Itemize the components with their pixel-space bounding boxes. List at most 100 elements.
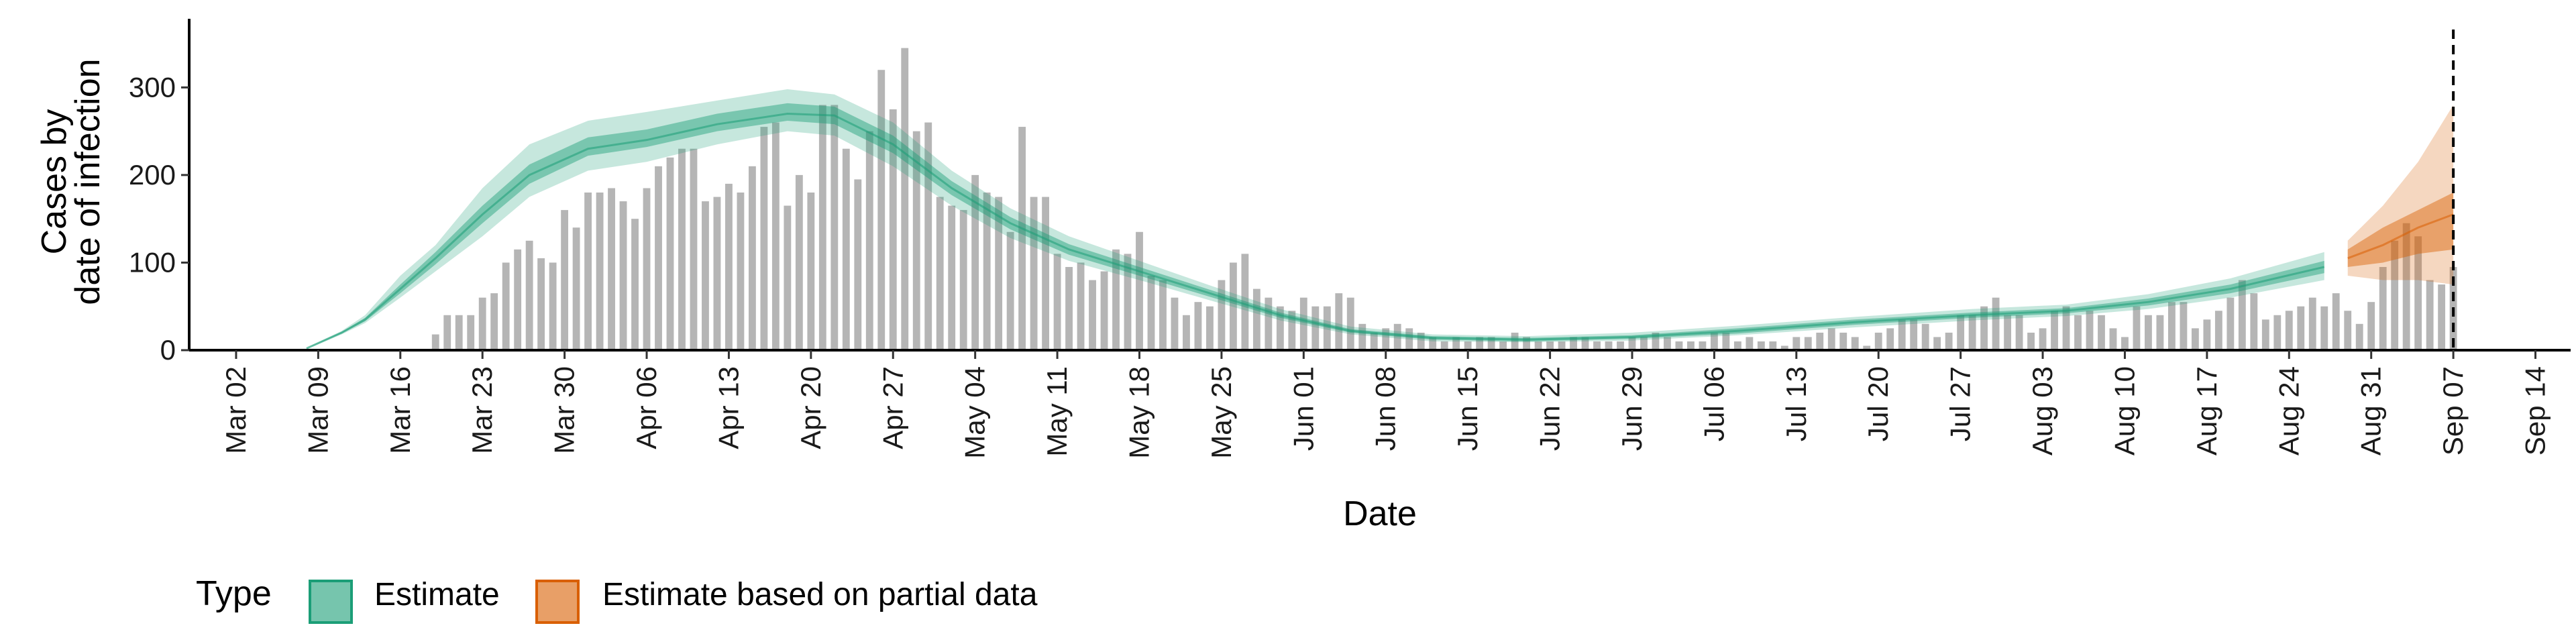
x-tick-label: Mar 23 (466, 366, 498, 454)
case-bar (584, 193, 592, 350)
x-tick-label: Aug 17 (2191, 366, 2222, 455)
estimate-median-line (306, 112, 2325, 350)
case-bar (1675, 341, 1683, 350)
x-tick-label: May 04 (959, 366, 991, 459)
case-bar (1746, 337, 1754, 350)
estimate-ribbons (306, 30, 2455, 350)
case-bar (619, 201, 627, 350)
case-bar (1863, 345, 1871, 350)
case-bar (1980, 306, 1988, 350)
case-bar (2344, 311, 2352, 350)
case-bar (1605, 341, 1613, 350)
case-bar (2426, 280, 2434, 350)
case-bar (655, 166, 662, 350)
case-bar (1570, 337, 1577, 350)
case-bar (2027, 332, 2035, 350)
y-tick-label: 100 (129, 246, 176, 278)
case-bar (1957, 315, 1965, 350)
case-bar (549, 262, 557, 350)
case-bar (983, 193, 991, 350)
case-bar (1487, 337, 1495, 350)
case-bar (1440, 341, 1448, 350)
case-bar (1429, 337, 1437, 350)
case-bar (865, 131, 873, 351)
case-bar (2203, 319, 2211, 350)
case-bar (2109, 328, 2117, 350)
case-bar (1030, 197, 1038, 350)
case-bar (1874, 332, 1882, 350)
case-bar (1018, 127, 1026, 350)
case-bar (2098, 315, 2105, 350)
case-bar (1136, 231, 1143, 350)
case-bar (514, 249, 522, 350)
case-bar (1065, 266, 1073, 350)
case-bar (631, 219, 639, 350)
case-bar (2414, 236, 2422, 350)
case-bar (2273, 315, 2282, 350)
case-bar (924, 122, 932, 350)
case-bar (1992, 297, 2000, 350)
case-bar (748, 166, 756, 350)
case-bar (1757, 341, 1765, 350)
case-bar (2250, 293, 2258, 350)
case-bar (2238, 280, 2246, 350)
case-bar (2051, 311, 2058, 350)
legend-label-estimate: Estimate (374, 577, 500, 612)
case-bar (936, 197, 944, 350)
case-bar (1699, 341, 1707, 350)
case-bar (2180, 302, 2188, 350)
case-bar (948, 205, 956, 350)
case-bar (2226, 297, 2235, 350)
x-tick-label: Jun 01 (1287, 366, 1319, 451)
case-bar (1053, 254, 1061, 350)
case-bar (431, 334, 439, 350)
partial-estimate-median-line (2347, 213, 2454, 260)
case-bar (2121, 337, 2129, 350)
case-bar (1687, 341, 1695, 350)
case-bar (1617, 341, 1624, 350)
case-bar (818, 105, 826, 350)
x-tick-label: May 11 (1041, 366, 1073, 457)
case-bar (1112, 249, 1120, 350)
case-bar (2367, 302, 2375, 350)
case-bar (760, 127, 768, 350)
case-bar (1851, 337, 1859, 350)
case-bar (2320, 306, 2328, 350)
x-tick-label: Jul 20 (1862, 366, 1894, 441)
legend-label-partial: Estimate based on partial data (602, 577, 1038, 612)
x-tick-label: Mar 30 (549, 366, 580, 454)
case-bar (2402, 223, 2410, 350)
case-bar (1476, 337, 1484, 350)
case-bar (572, 227, 580, 350)
case-bar (2168, 302, 2176, 350)
case-bar (2004, 315, 2012, 350)
case-bar (1382, 328, 1390, 350)
case-bar (2308, 297, 2316, 350)
x-tick-label: Jun 29 (1616, 366, 1648, 451)
y-axis-title-line-1: Cases by (35, 109, 74, 255)
case-bar (2332, 293, 2340, 350)
x-tick-label: Sep 07 (2437, 366, 2469, 455)
x-axis-title: Date (1343, 494, 1417, 533)
case-bar (1933, 337, 1941, 350)
case-bar (2074, 315, 2082, 350)
case-bar (1780, 345, 1788, 350)
case-bar (2297, 306, 2305, 350)
case-bar (1523, 337, 1531, 350)
x-tick-label: Aug 10 (2108, 366, 2140, 455)
case-bar (995, 197, 1003, 350)
case-bar (1827, 328, 1835, 350)
case-bar (1241, 254, 1249, 350)
x-tick-label: Aug 31 (2355, 366, 2387, 455)
case-bar (971, 174, 979, 350)
x-tick-label: May 25 (1205, 366, 1237, 459)
case-bar (1288, 311, 1296, 350)
case-bar (1171, 297, 1179, 350)
case-bar (1089, 280, 1096, 350)
case-bar (1733, 341, 1741, 350)
x-tick-label: Jun 08 (1370, 366, 1401, 451)
case-bars (431, 48, 2457, 351)
case-bar (478, 297, 486, 350)
case-bar (1968, 315, 1976, 350)
